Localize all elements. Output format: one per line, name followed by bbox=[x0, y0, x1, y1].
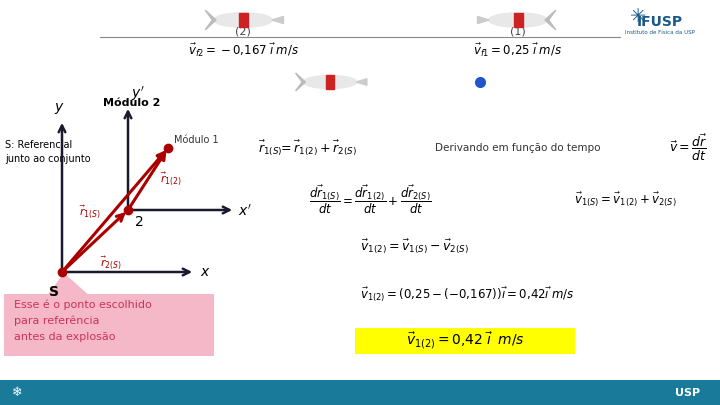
Text: (1): (1) bbox=[510, 27, 526, 37]
Text: USP: USP bbox=[675, 388, 700, 397]
Text: 2: 2 bbox=[135, 215, 144, 229]
Text: $\vec{v}_{1(2)} = \vec{v}_{1(S)} - \vec{v}_{2(S)}$: $\vec{v}_{1(2)} = \vec{v}_{1(S)} - \vec{… bbox=[360, 238, 469, 256]
Text: $= \vec{r}_{1(2)} + \vec{r}_{2(S)}$: $= \vec{r}_{1(2)} + \vec{r}_{2(S)}$ bbox=[278, 138, 357, 158]
Bar bbox=[0, 380, 720, 405]
Text: IFUSP: IFUSP bbox=[637, 15, 683, 29]
Polygon shape bbox=[296, 73, 305, 82]
Text: $\vec{v}_{1(2)} = 0{,}42\;\vec{\imath}\;\;m/s$: $\vec{v}_{1(2)} = 0{,}42\;\vec{\imath}\;… bbox=[405, 331, 524, 351]
Polygon shape bbox=[272, 16, 284, 23]
Polygon shape bbox=[296, 82, 305, 91]
Text: $y'$: $y'$ bbox=[131, 85, 145, 103]
Polygon shape bbox=[47, 274, 90, 297]
Bar bbox=[326, 75, 334, 89]
Text: Esse é o ponto escolhido
para referência
antes da explosão: Esse é o ponto escolhido para referência… bbox=[14, 299, 152, 341]
Bar bbox=[513, 13, 523, 27]
Text: Módulo 2: Módulo 2 bbox=[103, 98, 161, 108]
Ellipse shape bbox=[489, 13, 547, 27]
Text: $\vec{v}_{f1} = 0{,}25\;\vec{\imath}\;m/s$: $\vec{v}_{f1} = 0{,}25\;\vec{\imath}\;m/… bbox=[474, 41, 562, 59]
Text: $\vec{v} = \dfrac{d\vec{r}}{dt}$: $\vec{v} = \dfrac{d\vec{r}}{dt}$ bbox=[669, 133, 707, 163]
Polygon shape bbox=[545, 10, 556, 20]
Ellipse shape bbox=[214, 13, 272, 27]
Text: $x$: $x$ bbox=[200, 265, 211, 279]
Polygon shape bbox=[205, 20, 216, 30]
Text: ❄: ❄ bbox=[12, 386, 22, 399]
Text: (2): (2) bbox=[235, 27, 251, 37]
FancyBboxPatch shape bbox=[4, 294, 214, 356]
Text: S: Referencial
junto ao conjunto: S: Referencial junto ao conjunto bbox=[5, 140, 91, 164]
Polygon shape bbox=[356, 79, 367, 85]
Text: S: S bbox=[49, 285, 59, 299]
Text: $\vec{v}_{f2} = -0{,}167\;\vec{\imath}\;m/s$: $\vec{v}_{f2} = -0{,}167\;\vec{\imath}\;… bbox=[187, 41, 299, 59]
FancyBboxPatch shape bbox=[355, 328, 575, 354]
Text: Instituto de Física da USP: Instituto de Física da USP bbox=[625, 30, 695, 34]
Ellipse shape bbox=[303, 75, 356, 89]
Polygon shape bbox=[477, 16, 489, 23]
Text: $\vec{r}_{1(S)}$: $\vec{r}_{1(S)}$ bbox=[79, 203, 101, 221]
Text: $\dfrac{d\vec{r}_{1(S)}}{dt} = \dfrac{d\vec{r}_{1(2)}}{dt} + \dfrac{d\vec{r}_{2(: $\dfrac{d\vec{r}_{1(S)}}{dt} = \dfrac{d\… bbox=[309, 184, 431, 216]
Text: $y$: $y$ bbox=[54, 101, 64, 116]
Text: $\vec{v}_{1(S)} = \vec{v}_{1(2)} + \vec{v}_{2(S)}$: $\vec{v}_{1(S)} = \vec{v}_{1(2)} + \vec{… bbox=[574, 191, 676, 209]
Polygon shape bbox=[545, 20, 556, 30]
Text: ✳: ✳ bbox=[630, 8, 646, 26]
Text: $\vec{r}_{2(S)}$: $\vec{r}_{2(S)}$ bbox=[100, 255, 122, 272]
Text: $\vec{v}_{1(2)} = (0{,}25 - (-0{,}167))\vec{\imath} = 0{,}42\vec{\imath}\;m/s$: $\vec{v}_{1(2)} = (0{,}25 - (-0{,}167))\… bbox=[360, 286, 575, 304]
Text: $\vec{r}_{1(S)}$: $\vec{r}_{1(S)}$ bbox=[258, 138, 282, 158]
Text: $x'$: $x'$ bbox=[238, 203, 252, 219]
Text: Módulo 1: Módulo 1 bbox=[174, 135, 219, 145]
Text: $\vec{r}_{1(2)}$: $\vec{r}_{1(2)}$ bbox=[160, 171, 182, 188]
Text: Derivando em função do tempo: Derivando em função do tempo bbox=[435, 143, 600, 153]
Polygon shape bbox=[205, 10, 216, 20]
Bar bbox=[238, 13, 248, 27]
